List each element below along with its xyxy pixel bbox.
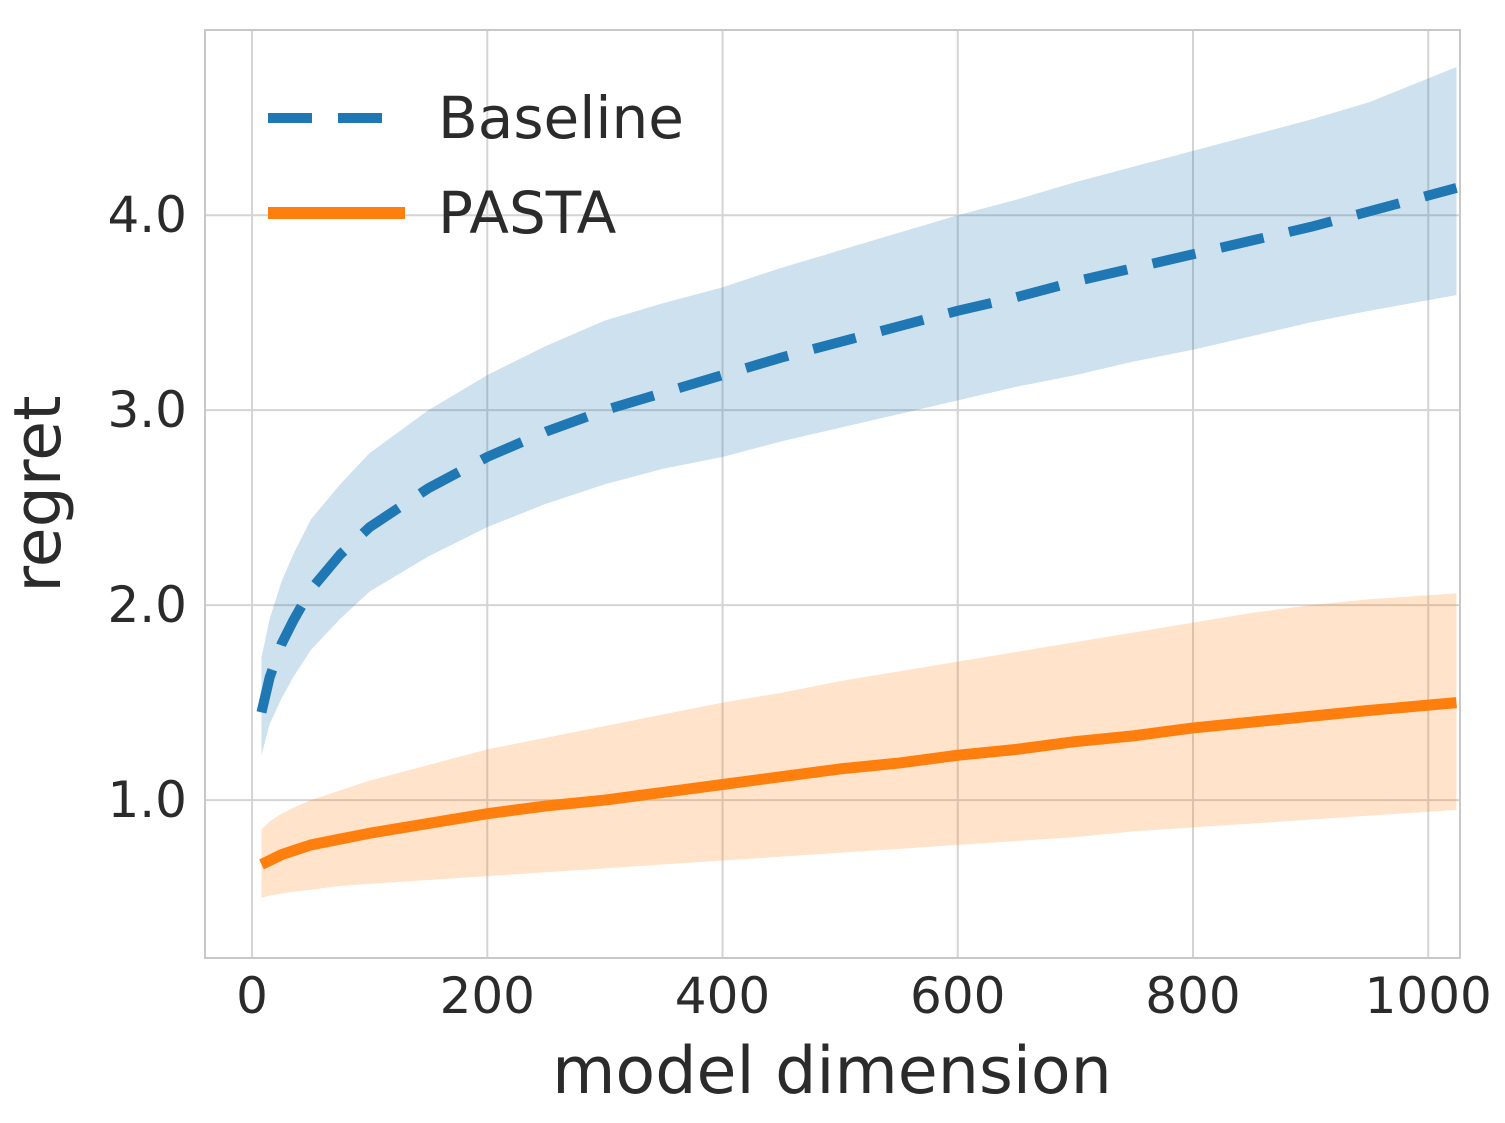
x-tick-label: 400 [675, 967, 770, 1025]
baseline-confidence-band [261, 67, 1457, 756]
y-tick-label: 3.0 [107, 381, 187, 439]
x-tick-label: 600 [910, 967, 1005, 1025]
y-tick-label: 4.0 [107, 186, 187, 244]
x-tick-label: 1000 [1365, 967, 1492, 1025]
legend: Baseline PASTA [268, 84, 684, 247]
y-axis-label: regret [1, 395, 76, 592]
legend-label-pasta: PASTA [438, 179, 617, 247]
legend-label-baseline: Baseline [438, 84, 684, 152]
x-tick-label: 0 [236, 967, 268, 1025]
baseline-line [256, 183, 1458, 714]
x-axis-label: model dimension [552, 1034, 1112, 1109]
x-tick-label: 800 [1145, 967, 1240, 1025]
y-tick-label: 2.0 [107, 576, 187, 634]
plot-area: 0 200 400 600 800 1000 1.0 2.0 3.0 4.0 Baseline PAS… [107, 29, 1492, 1025]
pasta-line [259, 697, 1457, 870]
pasta-confidence-band [261, 593, 1457, 898]
y-tick-label: 1.0 [107, 771, 187, 829]
axes-border [204, 29, 1461, 959]
x-tick-label: 200 [440, 967, 535, 1025]
